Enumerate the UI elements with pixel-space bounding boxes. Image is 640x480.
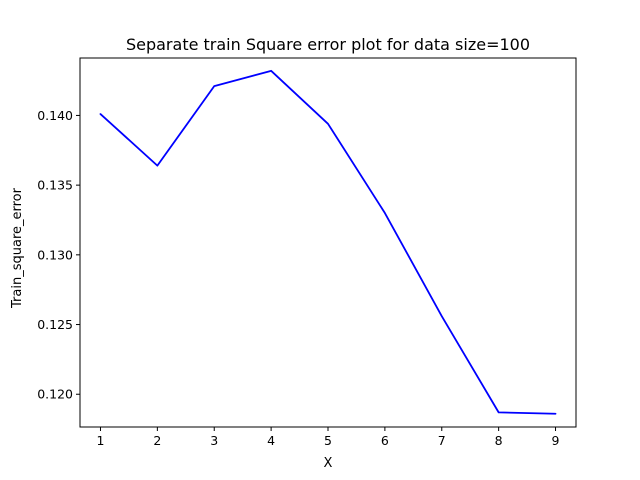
data-point [327,123,329,125]
x-tick-label: 7 [438,433,446,448]
data-point [156,165,158,167]
y-tick-label: 0.130 [37,247,73,262]
x-tick-label: 8 [495,433,503,448]
y-axis: 0.120 0.125 0.130 0.135 0.140 [37,108,80,402]
x-tick-label: 3 [210,433,218,448]
x-tick-label: 2 [153,433,161,448]
data-point [555,413,557,415]
chart-title: Separate train Square error plot for dat… [126,35,530,54]
y-tick-label: 0.120 [37,387,73,402]
plot-area-frame [79,57,577,428]
x-tick-label: 4 [267,433,275,448]
data-point [99,113,101,115]
x-tick-label: 1 [97,433,105,448]
data-point [384,212,386,214]
series-line [99,69,557,415]
x-axis: 1 2 3 4 5 6 7 8 9 [97,427,560,448]
x-axis-label: X [324,456,333,471]
data-point [441,315,443,317]
x-tick-label: 6 [381,433,389,448]
data-point [270,70,272,72]
x-tick-label: 5 [324,433,332,448]
series-layer [99,69,557,415]
y-tick-label: 0.140 [37,108,73,123]
y-tick-label: 0.125 [37,317,73,332]
data-point [213,85,215,87]
x-tick-label: 9 [552,433,560,448]
data-point [498,411,500,413]
y-tick-label: 0.135 [37,178,73,193]
y-axis-label: Train_square_error [10,187,25,309]
